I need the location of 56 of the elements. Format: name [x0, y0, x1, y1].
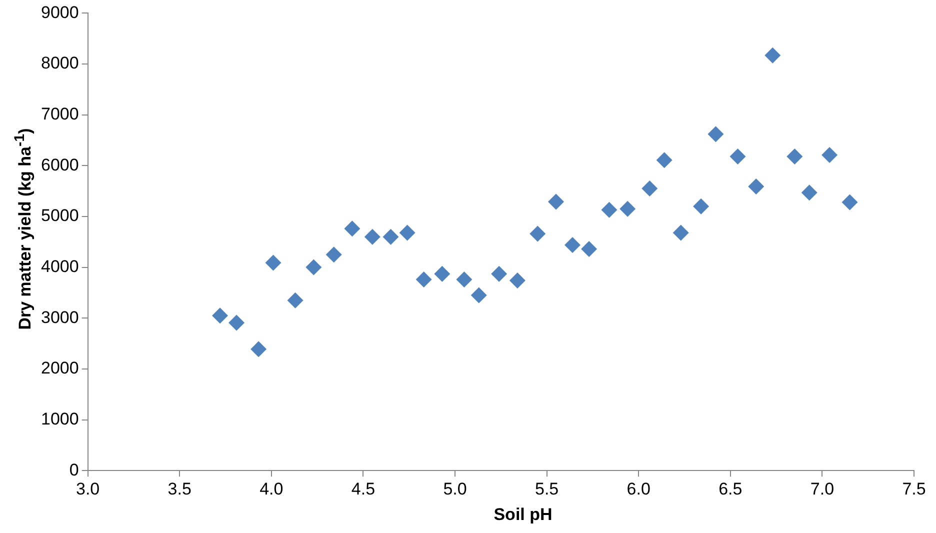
point	[801, 184, 818, 201]
x-tick-label: 6.5	[718, 479, 742, 498]
x-tick-label: 3.5	[168, 479, 192, 498]
point	[620, 200, 636, 217]
y-tick-label: 5000	[40, 206, 79, 226]
point	[509, 272, 526, 289]
point	[642, 180, 658, 197]
point	[306, 259, 322, 276]
point	[530, 226, 546, 242]
x-tick-label: 3.0	[76, 479, 100, 498]
point	[250, 341, 267, 358]
point	[326, 246, 342, 263]
y-tick-label: 1000	[40, 409, 79, 428]
y-tick-label: 8000	[40, 54, 79, 73]
point	[382, 228, 399, 245]
y-tick-label: 2000	[40, 358, 79, 378]
point	[228, 314, 245, 331]
x-tick-label: 6.0	[626, 479, 650, 498]
point	[764, 47, 781, 64]
y-tick-label: 7000	[40, 104, 79, 124]
x-tick-label: 5.5	[534, 479, 559, 498]
point	[265, 254, 282, 271]
y-tick-label: 3000	[40, 308, 79, 327]
point	[748, 178, 764, 195]
point	[548, 194, 564, 210]
x-tick-label: 5.0	[443, 479, 467, 498]
point	[212, 308, 228, 324]
x-tick-label: 4.0	[260, 479, 284, 498]
point	[708, 126, 724, 142]
point	[399, 224, 416, 241]
point	[601, 202, 618, 218]
point	[564, 236, 581, 253]
point	[470, 287, 487, 304]
point	[434, 266, 450, 282]
x-tick-label: 7.5	[902, 479, 926, 498]
x-tick-label: 4.5	[351, 479, 376, 498]
point	[786, 148, 803, 165]
y-tick-label: 0	[69, 460, 79, 480]
point	[822, 146, 838, 163]
point	[842, 194, 858, 210]
point	[693, 198, 710, 214]
point	[672, 224, 689, 241]
point	[491, 266, 508, 282]
y-tick-label: 9000	[40, 2, 79, 22]
y-tick-label: 4000	[40, 257, 79, 276]
point	[344, 220, 360, 237]
x-tick-label: 7.0	[810, 479, 834, 498]
point	[287, 292, 304, 308]
point	[416, 272, 432, 288]
point	[364, 228, 380, 245]
point	[581, 241, 598, 258]
point	[730, 148, 746, 165]
x-axis-title: Soil pH	[492, 505, 554, 525]
point	[456, 272, 472, 288]
y-tick-label: 6000	[40, 155, 79, 174]
point	[656, 152, 672, 168]
